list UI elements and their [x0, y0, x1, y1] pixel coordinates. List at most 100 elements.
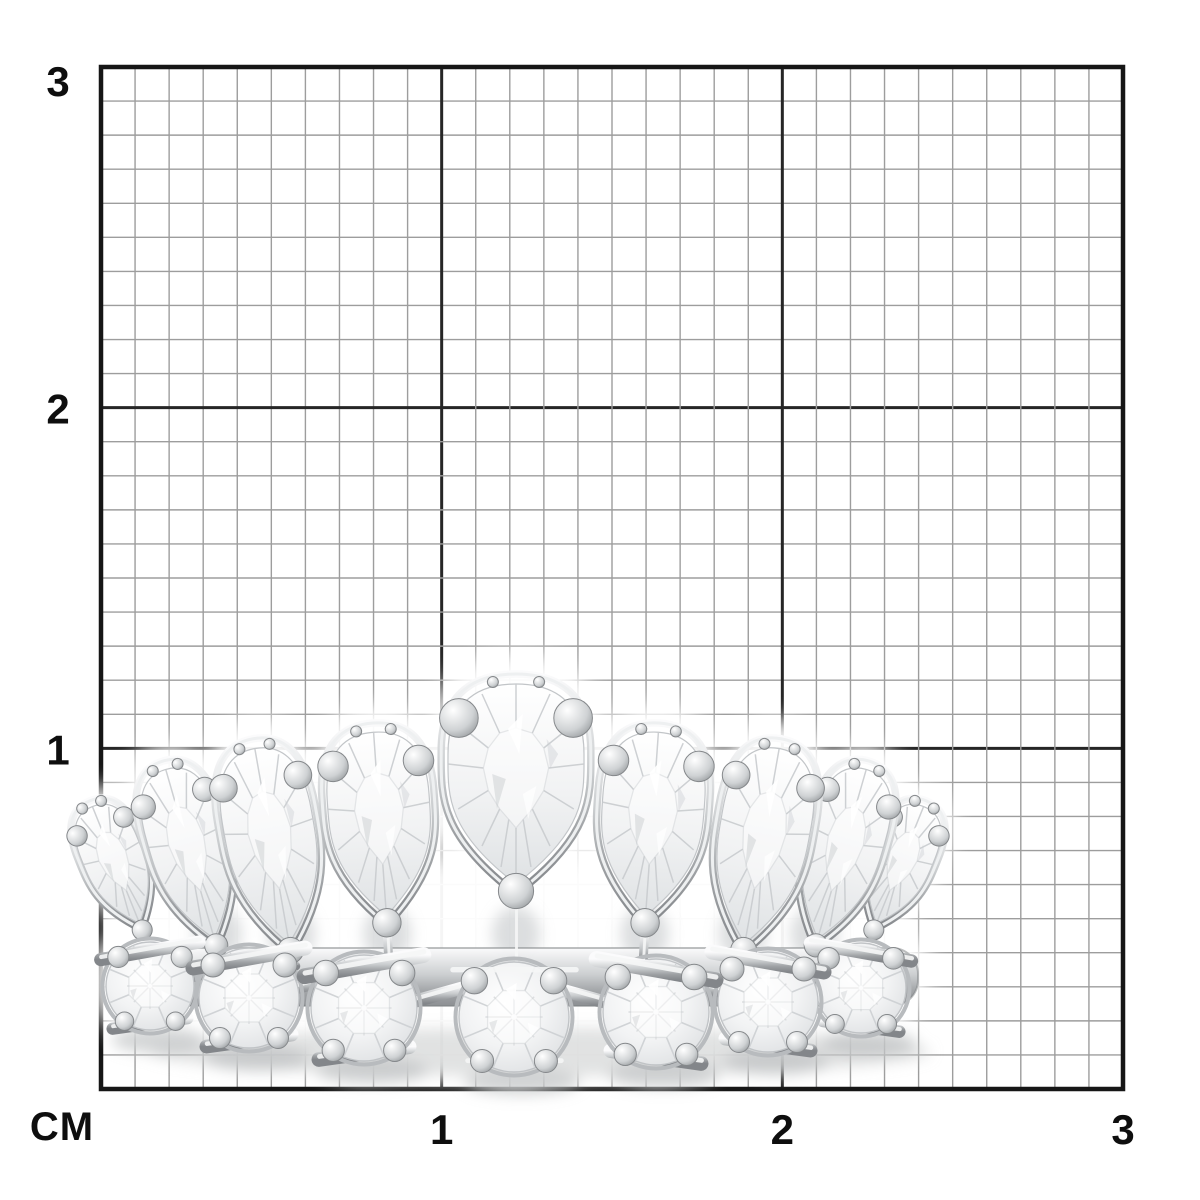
pear-facet-line [400, 827, 426, 845]
pear-facet-line [500, 819, 510, 868]
pear-facet-line [337, 830, 361, 851]
pear-facet-line [327, 808, 355, 812]
round-facet-line [315, 987, 339, 999]
round-facet-line [272, 1007, 295, 1018]
facet-sparkle [241, 967, 252, 983]
round-diamond-row [94, 935, 919, 1078]
prong-bead [927, 802, 940, 815]
facet-sparkle [385, 824, 396, 856]
round-facet-line [681, 991, 705, 1003]
prong-bead [786, 1031, 808, 1053]
round-facet-line [203, 978, 226, 989]
pear-facet-line [372, 732, 378, 773]
pear-facet-line [671, 830, 695, 851]
pear-facet-line [644, 864, 650, 916]
pear-facet-line [233, 761, 254, 799]
prong-bead [873, 765, 886, 778]
round-table-facet [743, 977, 793, 1027]
pear-diamond [317, 719, 440, 938]
prong-bead [439, 698, 479, 738]
pear-facet-line [120, 886, 131, 917]
round-facet-line [315, 1017, 339, 1029]
facet-sparkle [254, 838, 265, 873]
prong-bead [283, 760, 313, 790]
pear-facet-line [634, 856, 646, 900]
prong-bead [928, 825, 950, 847]
prong-bead [267, 1027, 289, 1049]
pear-facet-line [728, 868, 748, 903]
round-facet-line [132, 1006, 142, 1027]
pear-facet-line [870, 876, 888, 897]
pear-facet-line [904, 806, 909, 833]
prong-bead [675, 1042, 699, 1067]
pear-facet-line [403, 801, 430, 809]
pear-facet-line [548, 763, 585, 769]
facet-sparkle [840, 990, 848, 1002]
pear-facet-line [531, 693, 551, 734]
prong-bead [683, 750, 715, 783]
round-facet-line [463, 995, 488, 1007]
facet-sparkle [648, 979, 659, 997]
facet-sparkle [196, 852, 206, 882]
bottom-axis-label: 2 [771, 1106, 794, 1153]
pear-table-facet [824, 805, 867, 893]
pear-facet-line [898, 882, 902, 907]
pear-facet-line [677, 808, 705, 812]
round-facet-line [882, 970, 903, 980]
tip-bead [630, 908, 660, 938]
facet-sparkle [172, 793, 185, 829]
pear-facet-line [185, 772, 188, 809]
prong-bead [876, 794, 902, 820]
round-shadow [316, 1058, 428, 1084]
pear-facet-line [844, 772, 847, 809]
pear-facet-line [393, 845, 411, 880]
pear-facet-line [854, 769, 867, 807]
facet-sparkle [766, 778, 779, 818]
prong-bead [728, 1031, 750, 1053]
pear-facet-line [912, 806, 925, 833]
pear-facet-line [754, 754, 761, 795]
prong-bead [848, 757, 861, 770]
facet-sparkle [489, 1019, 498, 1034]
facet-sparkle [361, 816, 373, 848]
facet-sparkle [546, 739, 559, 769]
round-table-facet [224, 973, 274, 1023]
pear-facet-line [259, 872, 267, 911]
round-facet-line [748, 1025, 759, 1048]
pear-facet-line [201, 882, 219, 923]
prong-bead [209, 773, 238, 803]
pear-facet-line [286, 868, 306, 903]
pear-facet-line [843, 877, 846, 912]
pear-facet-line [817, 891, 833, 939]
prong-bead [146, 765, 159, 778]
facet-sparkle [527, 1022, 539, 1038]
round-facet-line [343, 1033, 355, 1057]
pear-bezel-highlight [320, 721, 437, 928]
round-table-facet [486, 989, 542, 1045]
pear-facet-line [386, 856, 398, 900]
round-table-facet [838, 965, 884, 1011]
pear-facet-line [278, 888, 290, 944]
round-bezel [712, 946, 824, 1058]
pear-facet-line [661, 847, 675, 883]
prong-bead [533, 1048, 558, 1074]
prong-bead [95, 794, 108, 807]
prong-bead [171, 757, 184, 770]
pear-facet-line [91, 806, 104, 833]
prong-bead [882, 947, 905, 970]
pear-facet-line [873, 884, 890, 912]
round-facet-line [791, 1011, 814, 1022]
prong-bead [402, 744, 435, 777]
round-diamond [185, 940, 313, 1054]
facet-sparkle [825, 841, 838, 873]
pear-facet-line [148, 844, 169, 849]
prong-bead [669, 725, 682, 738]
prong-bead [824, 1014, 845, 1034]
pear-diamond [209, 734, 326, 964]
prong-bead [317, 750, 349, 783]
pear-facet-line [720, 817, 744, 828]
pear-facet-line [786, 833, 810, 836]
facet-sparkle [634, 813, 645, 846]
round-diamond [444, 956, 584, 1078]
